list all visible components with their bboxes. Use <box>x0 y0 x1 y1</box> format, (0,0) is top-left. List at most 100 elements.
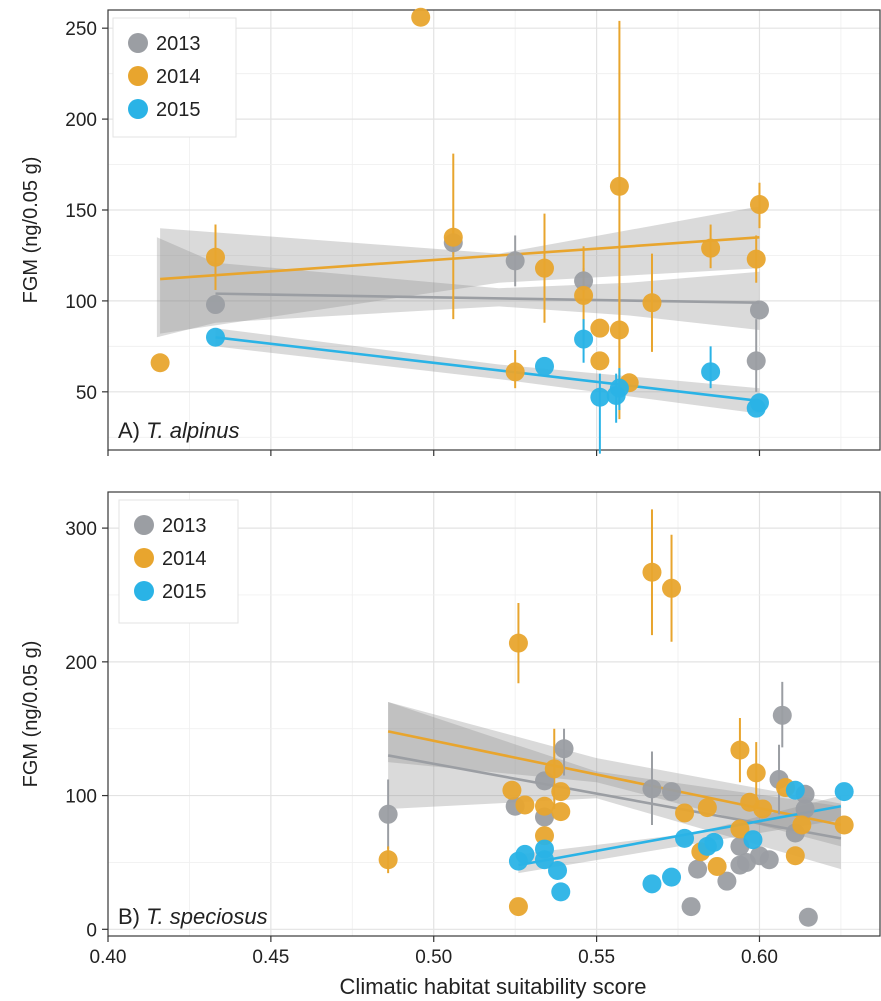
panel-b-speciosus: 0 100 200 300 FGM (ng/0.05 g) 2013 2014 2015 B) … <box>20 491 881 941</box>
y-axis-title-a: FGM (ng/0.05 g) <box>20 157 42 304</box>
data-point-2014 <box>378 850 398 870</box>
data-point-2014 <box>534 796 554 816</box>
data-point-2014 <box>730 819 750 839</box>
data-point-2014 <box>642 293 662 313</box>
data-point-2013 <box>772 705 792 725</box>
panel-label-prefix: B) <box>118 904 146 929</box>
legend-b: 2013 2014 2015 <box>118 499 239 624</box>
data-point-2015 <box>749 393 769 413</box>
data-point-2015 <box>515 844 535 864</box>
legend-marker-2015 <box>134 581 154 601</box>
x-tick-label: 0.50 <box>415 947 452 968</box>
data-point-2014 <box>505 362 525 382</box>
data-point-2015 <box>609 378 629 398</box>
fit-line-2015 <box>215 335 760 403</box>
legend-marker-2014 <box>134 548 154 568</box>
data-point-2014 <box>411 7 431 27</box>
data-point-2014 <box>746 249 766 269</box>
confidence-band-2014 <box>388 702 841 847</box>
data-point-2014 <box>508 633 528 653</box>
data-point-2013 <box>662 782 682 802</box>
legend-label-2015: 2015 <box>156 99 201 121</box>
data-point-2015 <box>675 828 695 848</box>
legend-marker-2013 <box>134 515 154 535</box>
data-point-2013 <box>688 859 708 879</box>
data-point-2014 <box>642 562 662 582</box>
confidence-band-2014 <box>160 206 760 334</box>
y-tick-label: 0 <box>86 920 97 941</box>
data-point-2015 <box>590 387 610 407</box>
x-tick-label: 0.55 <box>578 947 615 968</box>
data-point-2015 <box>662 867 682 887</box>
data-point-2013 <box>795 799 815 819</box>
data-point-2015 <box>574 329 594 349</box>
data-point-2014 <box>753 799 773 819</box>
data-point-2015 <box>551 882 571 902</box>
y-tick-label: 50 <box>76 383 97 404</box>
data-point-2013 <box>749 300 769 320</box>
data-point-2014 <box>746 763 766 783</box>
data-point-2014 <box>697 798 717 818</box>
x-tick-label: 0.45 <box>252 947 289 968</box>
confidence-band-2015 <box>518 795 841 874</box>
data-point-2014 <box>534 258 554 278</box>
y-tick-label: 300 <box>65 519 97 540</box>
data-point-2014 <box>609 320 629 340</box>
fit-line-2013 <box>387 754 842 840</box>
data-point-2014 <box>749 195 769 215</box>
data-point-2014 <box>609 176 629 196</box>
y-tick-label: 100 <box>65 292 97 313</box>
data-point-2014 <box>515 795 535 815</box>
data-point-2014 <box>662 578 682 598</box>
y-tick-label: 200 <box>65 110 97 131</box>
data-point-2015 <box>704 832 724 852</box>
x-tick-label: 0.40 <box>90 947 127 968</box>
data-point-2013 <box>554 739 574 759</box>
data-point-2015 <box>534 850 554 870</box>
data-point-2015 <box>205 327 225 347</box>
data-point-2014 <box>150 353 170 373</box>
confidence-band-2013 <box>156 237 760 338</box>
data-point-2014 <box>785 846 805 866</box>
data-point-2014 <box>590 351 610 371</box>
data-point-2015 <box>548 860 568 880</box>
x-tick-label: 0.60 <box>741 947 778 968</box>
data-point-2015 <box>743 830 763 850</box>
data-point-2013 <box>574 271 594 291</box>
legend-marker-2015 <box>128 99 148 119</box>
fit-line-2013 <box>215 292 760 305</box>
plot-frame-b <box>107 491 881 937</box>
data-point-2014 <box>707 856 727 876</box>
panel-label-prefix: A) <box>118 418 146 443</box>
legend-label-2013: 2013 <box>156 33 201 55</box>
data-point-2014 <box>730 740 750 760</box>
data-point-2014 <box>502 780 522 800</box>
y-tick-label: 250 <box>65 19 97 40</box>
y-tick-label: 200 <box>65 653 97 674</box>
y-tick-label: 100 <box>65 787 97 808</box>
x-axis: 0.40 0.45 0.50 0.55 0.60 <box>90 936 778 968</box>
legend-a: 2013 2014 2015 <box>112 17 237 138</box>
legend-marker-2013 <box>128 33 148 53</box>
panel-label-a: A) T. alpinus <box>118 418 240 443</box>
data-point-2013 <box>505 251 525 271</box>
data-point-2014 <box>551 802 571 822</box>
legend-marker-2014 <box>128 66 148 86</box>
data-point-2013 <box>759 850 779 870</box>
legend-label-2015: 2015 <box>162 581 207 603</box>
data-point-2013 <box>746 351 766 371</box>
x-axis-title: Climatic habitat suitability score <box>340 974 647 999</box>
data-point-2013 <box>717 871 737 891</box>
plot-frame-a <box>107 9 881 451</box>
data-point-2014 <box>834 815 854 835</box>
data-point-2015 <box>642 874 662 894</box>
plot-area-a <box>108 10 880 450</box>
data-point-2015 <box>534 356 554 376</box>
fit-line-2014 <box>160 235 760 281</box>
data-point-2014 <box>544 759 564 779</box>
y-tick-label: 150 <box>65 201 97 222</box>
data-point-2013 <box>378 804 398 824</box>
panel-a-alpinus: 50 100 150 200 250 FGM (ng/0.05 g) 20132014201… <box>20 7 881 456</box>
legend-label-2014: 2014 <box>162 548 207 570</box>
